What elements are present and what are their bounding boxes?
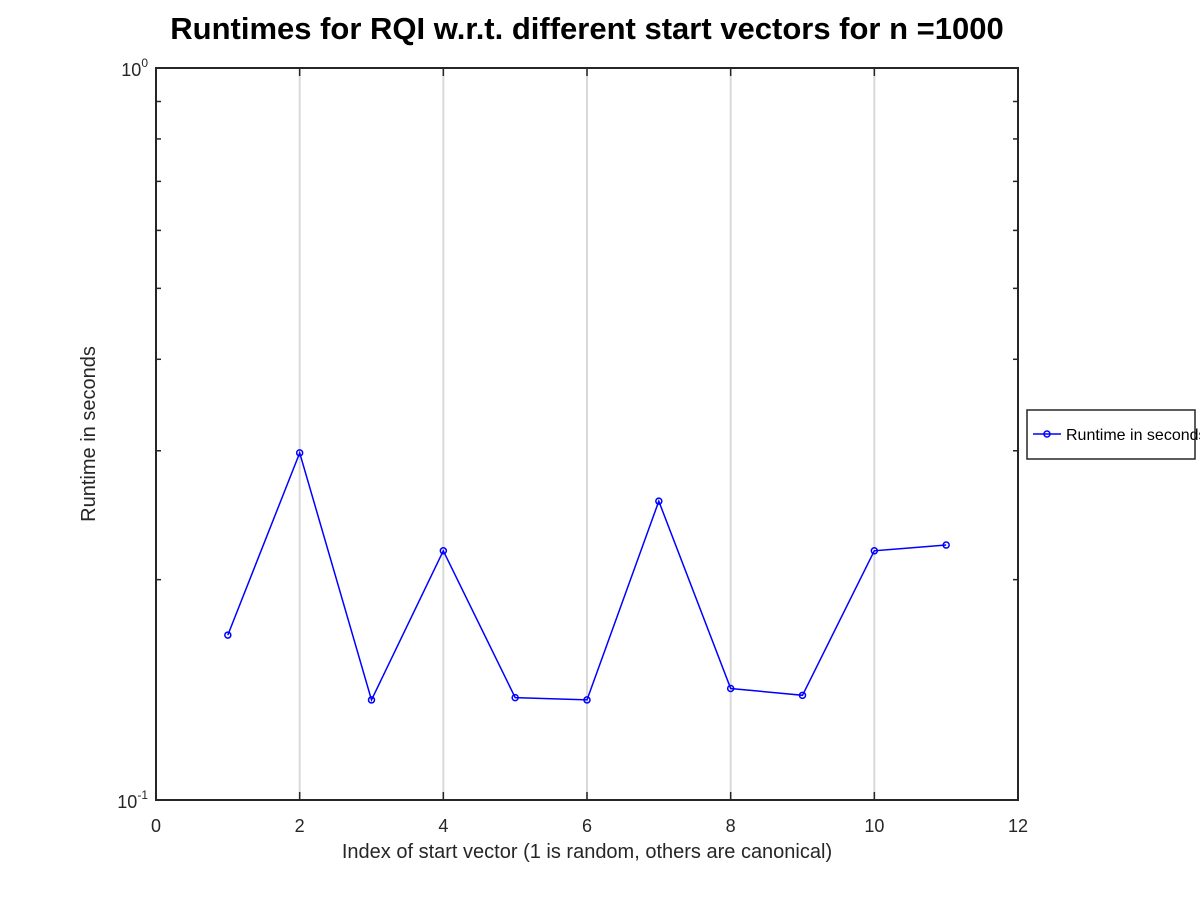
legend-label: Runtime in seconds [1066,427,1200,444]
x-tick-label: 8 [726,816,736,836]
data-point [870,547,879,555]
y-axis-label: Runtime in seconds [78,346,100,522]
legend: Runtime in seconds [1026,409,1200,460]
data-point [439,547,448,555]
x-tick-label: 6 [582,816,592,836]
data-point [295,449,304,457]
legend-marker [1043,430,1051,438]
data-point [726,684,735,693]
x-tick-label: 0 [151,816,161,836]
data-point [583,696,591,704]
series-line [227,450,947,702]
series-layer [224,449,950,704]
y-tick-label: 100 [121,56,148,80]
chart-title: Runtimes for RQI w.r.t. different start … [170,11,1003,46]
tick-labels: 0 2 4 6 8 10 12 10-1 100 [117,56,1028,836]
x-tick-label: 4 [438,816,448,836]
x-tick-label: 10 [864,816,884,836]
data-point [367,696,376,704]
ticks-layer [155,68,1019,800]
data-point [798,691,807,700]
x-grid [298,68,876,800]
data-point [942,541,950,549]
x-tick-label: 12 [1008,816,1028,836]
data-point [655,497,663,505]
x-axis-label: Index of start vector (1 is random, othe… [342,841,832,863]
data-point [511,693,519,702]
y-tick-label: 10-1 [117,788,148,812]
x-tick-label: 2 [295,816,305,836]
data-point [224,631,232,639]
